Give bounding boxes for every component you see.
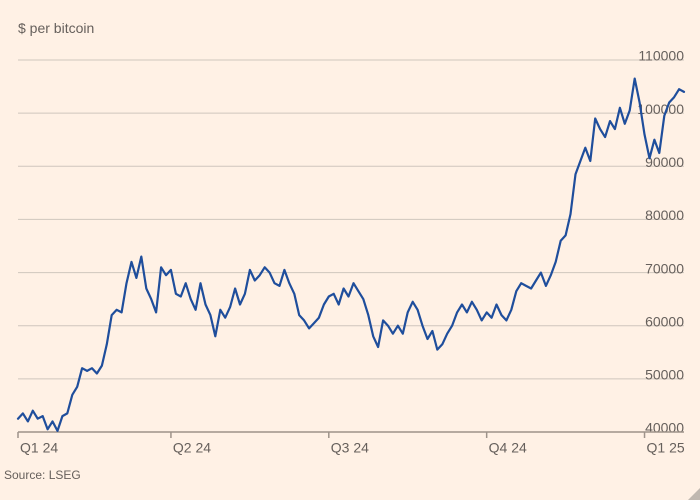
svg-text:50000: 50000	[645, 367, 684, 383]
svg-text:70000: 70000	[645, 260, 684, 276]
svg-text:Q3 24: Q3 24	[331, 439, 369, 455]
chart-source: Source: LSEG	[4, 468, 81, 482]
svg-text:Q1 25: Q1 25	[647, 439, 685, 455]
chart-plot-area: 4000050000600007000080000900001000001100…	[0, 0, 700, 500]
svg-text:80000: 80000	[645, 207, 684, 223]
svg-text:40000: 40000	[645, 420, 684, 436]
svg-text:Q2 24: Q2 24	[173, 439, 211, 455]
svg-text:Q4 24: Q4 24	[489, 439, 527, 455]
bitcoin-price-chart: $ per bitcoin 40000500006000070000800009…	[0, 0, 700, 500]
svg-text:100000: 100000	[637, 101, 684, 117]
svg-text:110000: 110000	[638, 48, 684, 64]
svg-text:60000: 60000	[645, 313, 684, 329]
svg-text:Q1 24: Q1 24	[20, 439, 58, 455]
source-value: LSEG	[49, 468, 81, 482]
source-prefix: Source:	[4, 468, 49, 482]
resize-corner-icon	[688, 488, 700, 500]
